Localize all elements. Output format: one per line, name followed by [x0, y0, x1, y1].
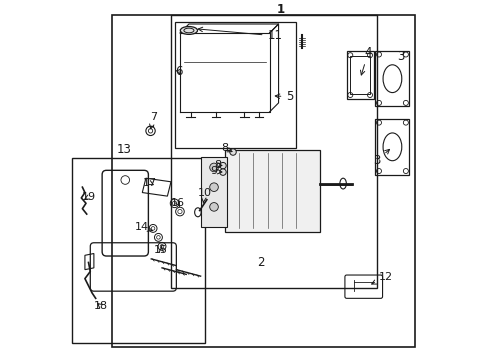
Circle shape: [229, 149, 236, 155]
Text: 15: 15: [154, 245, 168, 255]
Text: 11: 11: [198, 27, 282, 42]
Text: 6: 6: [175, 65, 182, 78]
Text: 19: 19: [81, 192, 95, 202]
Bar: [375, 119, 408, 175]
Circle shape: [219, 162, 226, 169]
Text: 12: 12: [371, 272, 392, 284]
Bar: [72, 158, 204, 343]
Text: 3: 3: [396, 50, 404, 63]
Text: 4: 4: [360, 46, 371, 75]
Text: 8: 8: [221, 143, 231, 153]
Bar: [224, 149, 319, 232]
Text: 7: 7: [149, 112, 157, 129]
Text: 13: 13: [117, 143, 132, 156]
Text: 8: 8: [214, 160, 222, 170]
Text: 3: 3: [373, 149, 389, 167]
Circle shape: [209, 183, 218, 192]
Bar: [346, 51, 373, 99]
Bar: [112, 15, 414, 347]
Bar: [201, 157, 226, 226]
Circle shape: [209, 163, 218, 172]
Text: 10: 10: [197, 188, 211, 203]
Text: 9: 9: [210, 166, 222, 176]
Text: 2: 2: [256, 256, 264, 269]
Text: 16: 16: [171, 198, 185, 208]
Text: 5: 5: [275, 90, 293, 103]
Text: 18: 18: [94, 301, 108, 311]
Bar: [349, 56, 369, 94]
Bar: [171, 15, 376, 288]
Text: 17: 17: [142, 178, 157, 188]
Ellipse shape: [180, 27, 197, 35]
Text: 1: 1: [276, 3, 284, 16]
Bar: [375, 51, 408, 107]
Circle shape: [209, 203, 218, 211]
Circle shape: [219, 169, 226, 175]
Bar: [174, 22, 296, 148]
Text: 14: 14: [135, 222, 152, 232]
